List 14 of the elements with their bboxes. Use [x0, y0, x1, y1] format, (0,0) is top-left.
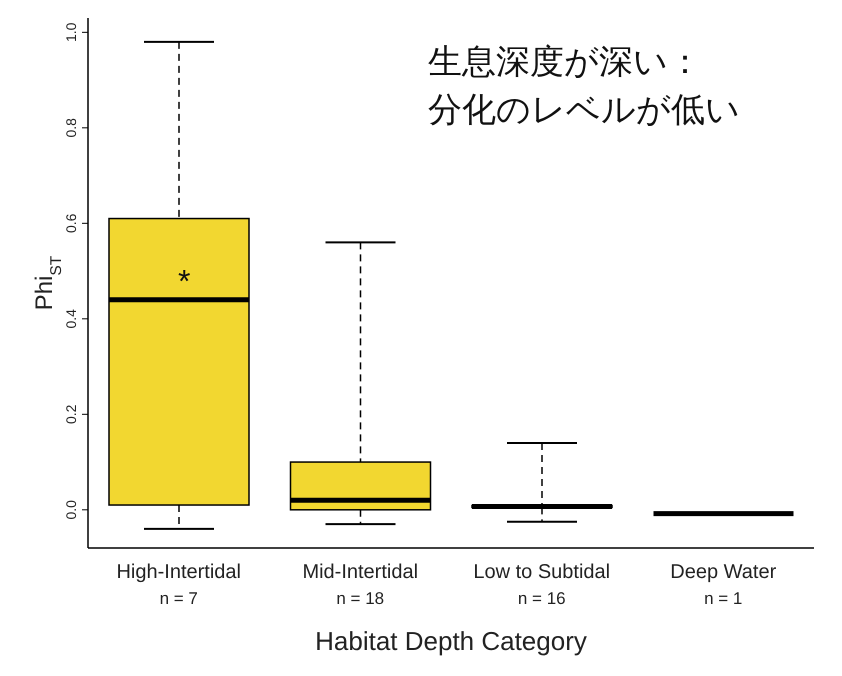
y-tick-label: 0.0: [63, 500, 79, 520]
x-tick-label: High-Intertidal n = 7: [116, 561, 242, 608]
annotation: 分化のレベルが低い: [428, 89, 740, 132]
y-tick-label: 0.8: [63, 118, 79, 138]
y-tick-label: 0.2: [63, 404, 79, 424]
y-tick-label: 0.6: [63, 213, 79, 234]
annotation: 生息深度が深い：: [428, 41, 703, 84]
y-tick-label: 0.4: [63, 308, 79, 329]
x-tick-label: Mid-Intertidal n = 18: [302, 561, 418, 608]
x-tick-label: Low to Subtidal n = 16: [473, 561, 610, 608]
x-tick-label: Deep Water n = 1: [670, 561, 777, 608]
asterisk-note: *: [178, 263, 190, 300]
x-axis-title: Habitat Depth Category: [315, 626, 587, 656]
y-tick-label: 1.0: [63, 22, 79, 42]
